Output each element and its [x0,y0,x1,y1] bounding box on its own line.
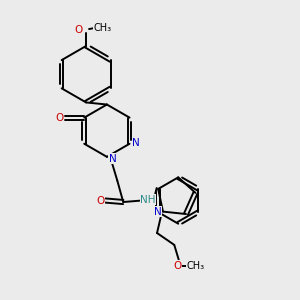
Text: O: O [174,261,182,271]
Text: NH: NH [140,195,156,205]
Text: CH₃: CH₃ [187,261,205,271]
Text: N: N [109,154,117,164]
Text: N: N [132,138,140,148]
Text: O: O [96,196,104,206]
Text: O: O [75,25,83,35]
Text: O: O [56,112,64,123]
Text: N: N [154,207,161,217]
Text: CH₃: CH₃ [94,23,112,33]
